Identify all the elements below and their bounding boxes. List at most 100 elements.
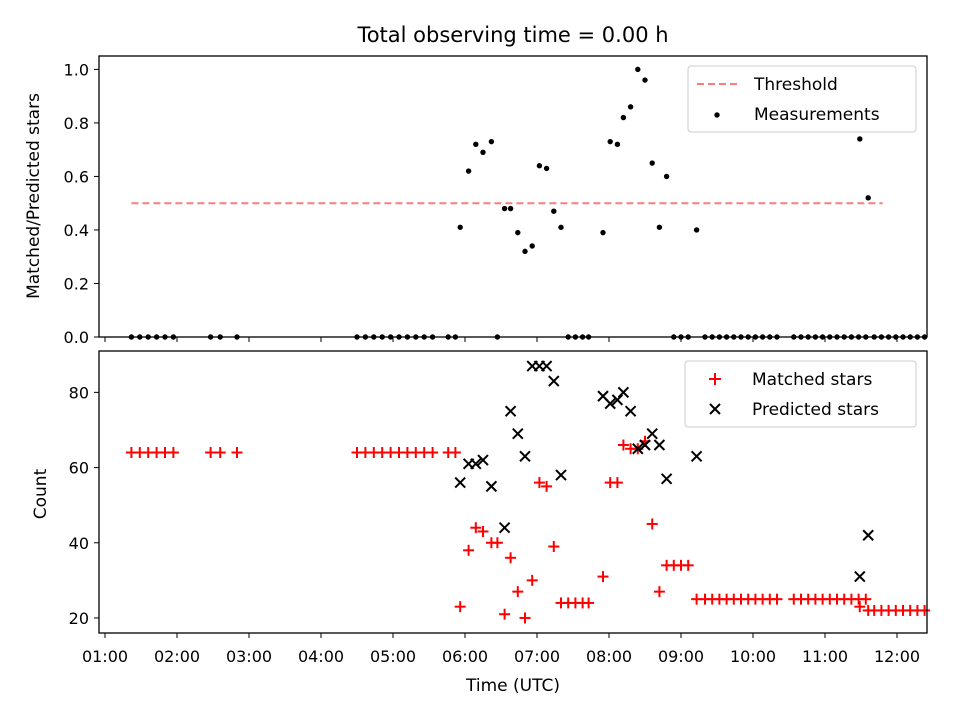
- predicted-point: [504, 405, 517, 417]
- measurement-point: [857, 136, 863, 142]
- matched-point: [427, 447, 439, 459]
- measurement-point: [656, 224, 663, 230]
- predicted-point: [540, 360, 553, 372]
- matched-point: [512, 586, 524, 598]
- bottom-ytick-label: 60: [69, 459, 89, 478]
- measurement-point: [693, 227, 700, 233]
- measurement-point: [627, 104, 634, 110]
- predicted-point: [470, 458, 482, 470]
- legend-measurements-swatch: [714, 112, 720, 118]
- predicted-point: [477, 454, 489, 466]
- matched-point: [771, 593, 783, 605]
- measurement-point: [465, 168, 472, 174]
- matched-point: [463, 544, 475, 556]
- bottom-axes-frame: [98, 350, 928, 634]
- measurement-point: [607, 138, 613, 145]
- predicted-point: [632, 443, 644, 455]
- measurement-point: [536, 163, 543, 169]
- legend-matched-swatch: [709, 373, 721, 385]
- legend-predicted-label: Predicted stars: [752, 400, 879, 420]
- matched-point: [519, 612, 531, 624]
- top-ticks: 0.0 0.2 0.4 0.6 0.8 1.0: [64, 60, 898, 347]
- top-legend: Threshold Measurements: [687, 65, 917, 133]
- top-ylabel: Matched/Predicted stars: [24, 93, 44, 299]
- matched-point: [454, 601, 466, 613]
- predicted-point: [485, 480, 498, 493]
- measurement-point: [600, 229, 606, 236]
- bottom-xtick-label: 01:00: [82, 647, 128, 666]
- bottom-xtick-label: 10:00: [730, 647, 776, 666]
- matched-point: [919, 604, 931, 616]
- measurement-point: [480, 149, 486, 156]
- predicted-point: [548, 375, 560, 387]
- matched-point: [682, 559, 694, 571]
- matched-point: [526, 574, 538, 586]
- bottom-ylabel: Count: [31, 468, 51, 519]
- matched-point: [167, 447, 179, 459]
- bottom-ytick-label: 40: [69, 534, 89, 553]
- measurement-point: [501, 205, 508, 212]
- top-ytick-label: 0.4: [64, 221, 89, 240]
- predicted-point: [604, 397, 616, 410]
- predicted-point: [653, 439, 666, 451]
- matched-point: [617, 439, 629, 451]
- measurement-point: [614, 141, 621, 148]
- legend-measurements-label: Measurements: [754, 105, 880, 125]
- predicted-point: [646, 428, 658, 440]
- bottom-xtick-label: 09:00: [658, 647, 704, 666]
- matched-point: [854, 601, 866, 613]
- measurement-point: [635, 66, 641, 73]
- bottom-xtick-label: 04:00: [298, 647, 344, 666]
- predicted-point: [611, 394, 624, 406]
- predicted-point: [624, 405, 637, 417]
- top-ytick-label: 0.0: [64, 328, 89, 347]
- measurement-point: [649, 160, 655, 166]
- top-legend-box: [687, 65, 917, 133]
- bottom-ticks: 20 40 60 80 01:00 02:00 03:00 04:00 05:00 06:00 07…: [69, 383, 920, 666]
- predicted-point: [660, 473, 673, 485]
- predicted-point: [519, 450, 531, 462]
- matched-point: [646, 518, 658, 530]
- measurement-point: [551, 208, 557, 214]
- bottom-xlabel: Time (UTC): [465, 676, 560, 696]
- matched-point: [597, 571, 609, 583]
- matched-point: [860, 593, 872, 605]
- legend-predicted-swatch: [709, 403, 721, 415]
- measurement-point: [865, 195, 871, 201]
- top-ytick-label: 1.0: [64, 60, 89, 79]
- bottom-xtick-label: 12:00: [874, 647, 920, 666]
- top-marks: [128, 66, 928, 340]
- predicted-point: [854, 570, 866, 583]
- bottom-legend-box: [684, 360, 917, 428]
- predicted-point: [498, 522, 511, 534]
- measurement-point: [663, 173, 670, 180]
- matched-point: [477, 525, 489, 537]
- predicted-point: [512, 428, 524, 440]
- measurement-point: [543, 165, 550, 172]
- matched-point: [541, 480, 553, 492]
- matched-point: [470, 522, 482, 534]
- bottom-ytick-label: 80: [69, 383, 89, 402]
- measurement-point: [488, 138, 495, 145]
- matched-point: [533, 477, 545, 489]
- top-ytick-label: 0.2: [64, 274, 89, 293]
- legend-matched-label: Matched stars: [752, 370, 872, 390]
- matched-point: [214, 447, 226, 459]
- measurement-point: [507, 205, 514, 212]
- bottom-xtick-label: 05:00: [370, 647, 416, 666]
- predicted-point: [454, 476, 466, 489]
- matched-point: [205, 447, 217, 459]
- measurement-point: [558, 224, 564, 230]
- measurement-point: [457, 224, 463, 230]
- bottom-xtick-label: 03:00: [226, 647, 272, 666]
- measurement-point: [473, 141, 479, 148]
- bottom-marks: [125, 360, 931, 624]
- bottom-legend: Matched stars Predicted stars: [684, 360, 917, 428]
- measurement-point: [529, 243, 535, 249]
- matched-point: [611, 477, 623, 489]
- matched-point: [505, 552, 517, 564]
- measurement-point: [620, 114, 627, 121]
- matched-point: [653, 586, 665, 598]
- predicted-point: [617, 386, 630, 399]
- bottom-panel: 20 40 60 80 01:00 02:00 03:00 04:00 05:00 06:00 07…: [31, 350, 931, 696]
